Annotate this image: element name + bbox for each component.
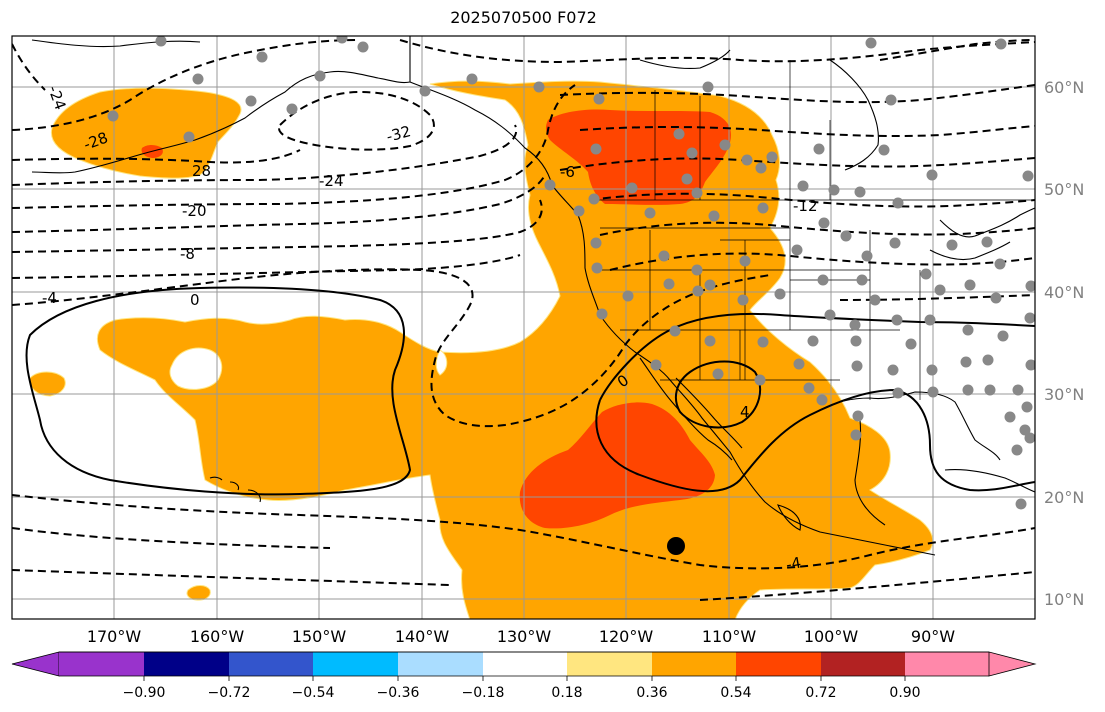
lon-label: 100°W <box>804 627 859 646</box>
colorbar-tick-label: −0.18 <box>462 685 505 701</box>
colorbar-tick-label: −0.90 <box>123 685 166 701</box>
colorbar-extend-right <box>988 651 1037 677</box>
colorbar-tick-label: 0.18 <box>551 685 582 701</box>
colorbar-segment <box>736 652 821 676</box>
lon-label: 150°W <box>292 627 347 646</box>
contour-label: -24 <box>319 172 344 190</box>
lat-label: 20°N <box>1044 488 1084 507</box>
shaded-region-holes <box>169 347 448 390</box>
shaded-region-orange <box>29 80 934 619</box>
contour-label: -32 <box>384 122 412 146</box>
map-plot-area: -24 -28 28 -32 -24 -20 -8 -4 0 -6 -12 0 … <box>12 36 1035 619</box>
coastlines <box>31 36 1035 556</box>
dashed-contours <box>12 39 1035 601</box>
colorbar-segment <box>567 652 652 676</box>
contour-label: 4 <box>740 403 750 421</box>
storm-center-marker <box>667 537 685 555</box>
latitude-labels: 60°N 50°N 40°N 30°N 20°N 10°N <box>1044 78 1084 609</box>
colorbar-segment <box>144 652 229 676</box>
lon-label: 170°W <box>87 627 142 646</box>
lon-label: 120°W <box>599 627 654 646</box>
lon-label: 110°W <box>702 627 757 646</box>
lon-label: 130°W <box>497 627 552 646</box>
colorbar-tick-label: 0.54 <box>720 685 751 701</box>
colorbar-segment <box>821 652 905 676</box>
colorbar-tick-label: −0.36 <box>377 685 420 701</box>
contour-label: -20 <box>182 202 207 220</box>
colorbar-extend-left <box>11 651 60 677</box>
map-title: 2025070500 F072 <box>450 8 597 27</box>
lat-label: 50°N <box>1044 180 1084 199</box>
colorbar-segment <box>483 652 567 676</box>
longitude-labels: 170°W 160°W 150°W 140°W 130°W 120°W 110°… <box>87 627 955 646</box>
lon-label: 140°W <box>395 627 450 646</box>
contour-label: -4 <box>785 554 803 574</box>
colorbar: −0.90 −0.72 −0.54 −0.36 −0.18 0.18 0.36 … <box>11 651 1037 701</box>
colorbar-tick-label: 0.72 <box>805 685 836 701</box>
map-frame <box>11 35 1036 620</box>
contour-label: 0 <box>190 291 200 309</box>
contour-label: 28 <box>192 162 211 180</box>
lon-label: 160°W <box>190 627 245 646</box>
contour-label: -12 <box>793 197 818 215</box>
colorbar-segment <box>59 652 144 676</box>
contour-label: -8 <box>180 245 195 263</box>
colorbar-tick-label: 0.36 <box>636 685 667 701</box>
colorbar-segment <box>398 652 483 676</box>
lat-label: 40°N <box>1044 283 1084 302</box>
lat-label: 60°N <box>1044 78 1084 97</box>
colorbar-tick-label: −0.72 <box>208 685 251 701</box>
solid-contours <box>25 286 1035 496</box>
colorbar-segment <box>229 652 313 676</box>
colorbar-tick-label: 0.90 <box>889 685 920 701</box>
contour-label: -6 <box>560 163 575 181</box>
colorbar-segment <box>652 652 736 676</box>
lon-label: 90°W <box>911 627 955 646</box>
colorbar-segment <box>313 652 398 676</box>
contour-label: -4 <box>42 289 57 307</box>
lat-label: 10°N <box>1044 590 1084 609</box>
station-dots <box>107 36 1035 510</box>
colorbar-segment <box>905 652 989 676</box>
colorbar-tick-label: −0.54 <box>292 685 335 701</box>
lat-label: 30°N <box>1044 385 1084 404</box>
